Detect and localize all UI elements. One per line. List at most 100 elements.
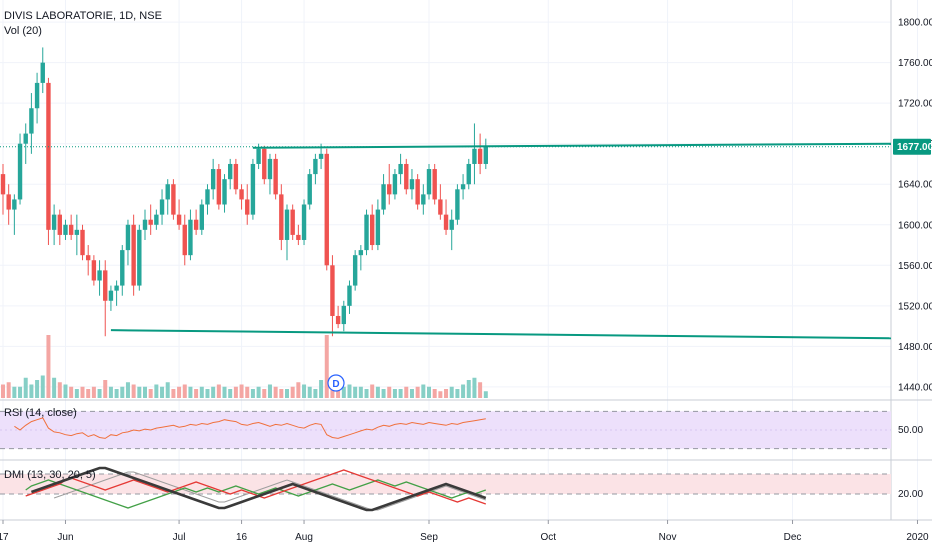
time-tick-label: 17 — [0, 532, 9, 543]
volume-bar — [148, 389, 153, 398]
time-tick-label: 16 — [236, 532, 248, 543]
rsi-plot — [14, 417, 486, 439]
volume-bar — [57, 382, 62, 398]
dmi-plot — [25, 466, 487, 512]
candle-body — [74, 229, 80, 235]
volume-bar — [381, 389, 386, 398]
rsi-tick-label: 50.00 — [898, 425, 923, 436]
price-tick-label: 1600.00 — [898, 220, 932, 231]
candle-body — [114, 285, 119, 291]
rsi-line — [14, 417, 486, 439]
candle-body — [108, 290, 114, 301]
volume-bar — [324, 335, 329, 398]
volume-bar — [143, 386, 147, 398]
candle-body — [165, 184, 170, 200]
candle-body — [449, 219, 454, 230]
candle-body — [375, 209, 381, 246]
volume-bar — [165, 382, 170, 398]
candle-body — [250, 163, 256, 215]
candle-body — [216, 169, 222, 205]
dividend-marker[interactable] — [327, 374, 345, 392]
time-tick-label: Dec — [784, 532, 802, 543]
candle-body — [364, 214, 369, 251]
volume-bar — [250, 389, 255, 398]
candle-body — [483, 146, 488, 164]
candle-body — [318, 153, 324, 159]
candle-body — [46, 82, 51, 230]
trendline — [252, 142, 892, 149]
volume-bar — [97, 389, 102, 398]
candle-body — [182, 224, 187, 256]
volume-bar — [205, 389, 210, 398]
price-badge-label: 1677.00 — [897, 142, 932, 153]
volume-bar — [472, 377, 477, 398]
volume-bar — [40, 375, 45, 398]
candle-body — [404, 163, 409, 190]
volume-bar — [160, 386, 165, 398]
volume-bar — [364, 389, 369, 398]
candle-body — [370, 214, 375, 246]
candle-body — [347, 285, 352, 306]
candle-body — [472, 148, 477, 164]
candle-body — [443, 214, 449, 230]
candle-body — [86, 255, 91, 261]
volume-bar — [415, 386, 420, 398]
time-tick-label: 2020 — [906, 532, 929, 543]
volume-bar — [409, 389, 414, 398]
candle-body — [23, 133, 28, 144]
candle-body — [222, 179, 227, 205]
volume-bar — [63, 384, 68, 398]
price-badge — [893, 138, 931, 155]
symbol-title: DIVIS LABORATORIE, 1D, NSE — [4, 10, 162, 22]
candle-body — [352, 255, 358, 286]
volume-bar — [177, 386, 182, 398]
candle-body — [330, 265, 335, 316]
price-tick-label: 1480.00 — [898, 342, 932, 353]
candle-body — [137, 229, 142, 286]
candle-body — [199, 204, 204, 230]
volume-bar — [432, 389, 437, 398]
volume-bar — [103, 380, 108, 398]
volume-bar — [245, 386, 250, 398]
candle-body — [477, 148, 483, 164]
volume-bar — [449, 386, 454, 398]
candle-body — [125, 224, 131, 251]
candle-body — [6, 194, 11, 210]
time-axis: 17JunJul16AugSepOctNovDec202016 — [0, 520, 929, 543]
candle-body — [301, 204, 307, 240]
volume-bar — [125, 382, 130, 398]
price-tick-label: 1760.00 — [898, 58, 932, 69]
volume-bar — [137, 386, 142, 398]
candle-body — [296, 234, 301, 240]
candle-body — [290, 209, 295, 235]
volume-bar — [341, 386, 346, 398]
volume-bar — [353, 386, 358, 398]
volume-bar — [478, 382, 483, 398]
volume-bar — [120, 386, 125, 398]
price-tick-label: 1520.00 — [898, 301, 932, 312]
candle-body — [307, 174, 312, 205]
candle-body — [57, 214, 62, 235]
candle-body — [120, 250, 125, 286]
volume-bar — [404, 386, 409, 398]
candle-body — [358, 250, 364, 256]
time-tick-label: Oct — [540, 532, 556, 543]
candles — [0, 47, 488, 337]
candle-body — [262, 148, 267, 180]
volume-bar — [233, 386, 238, 398]
volume-bar — [52, 377, 57, 398]
candle-body — [193, 219, 199, 230]
price-tick-label: 1720.00 — [898, 99, 932, 110]
volume-bar — [461, 384, 466, 398]
candle-body — [103, 270, 108, 301]
candle-body — [80, 229, 85, 256]
volume-bar — [398, 389, 403, 398]
candle-body — [409, 179, 415, 190]
candle-body — [273, 158, 278, 195]
dmi-plus-line — [25, 479, 487, 509]
volume-bar — [199, 386, 204, 398]
time-tick-label: Aug — [295, 532, 313, 543]
candle-body — [426, 169, 432, 195]
volume-bar — [290, 386, 295, 398]
